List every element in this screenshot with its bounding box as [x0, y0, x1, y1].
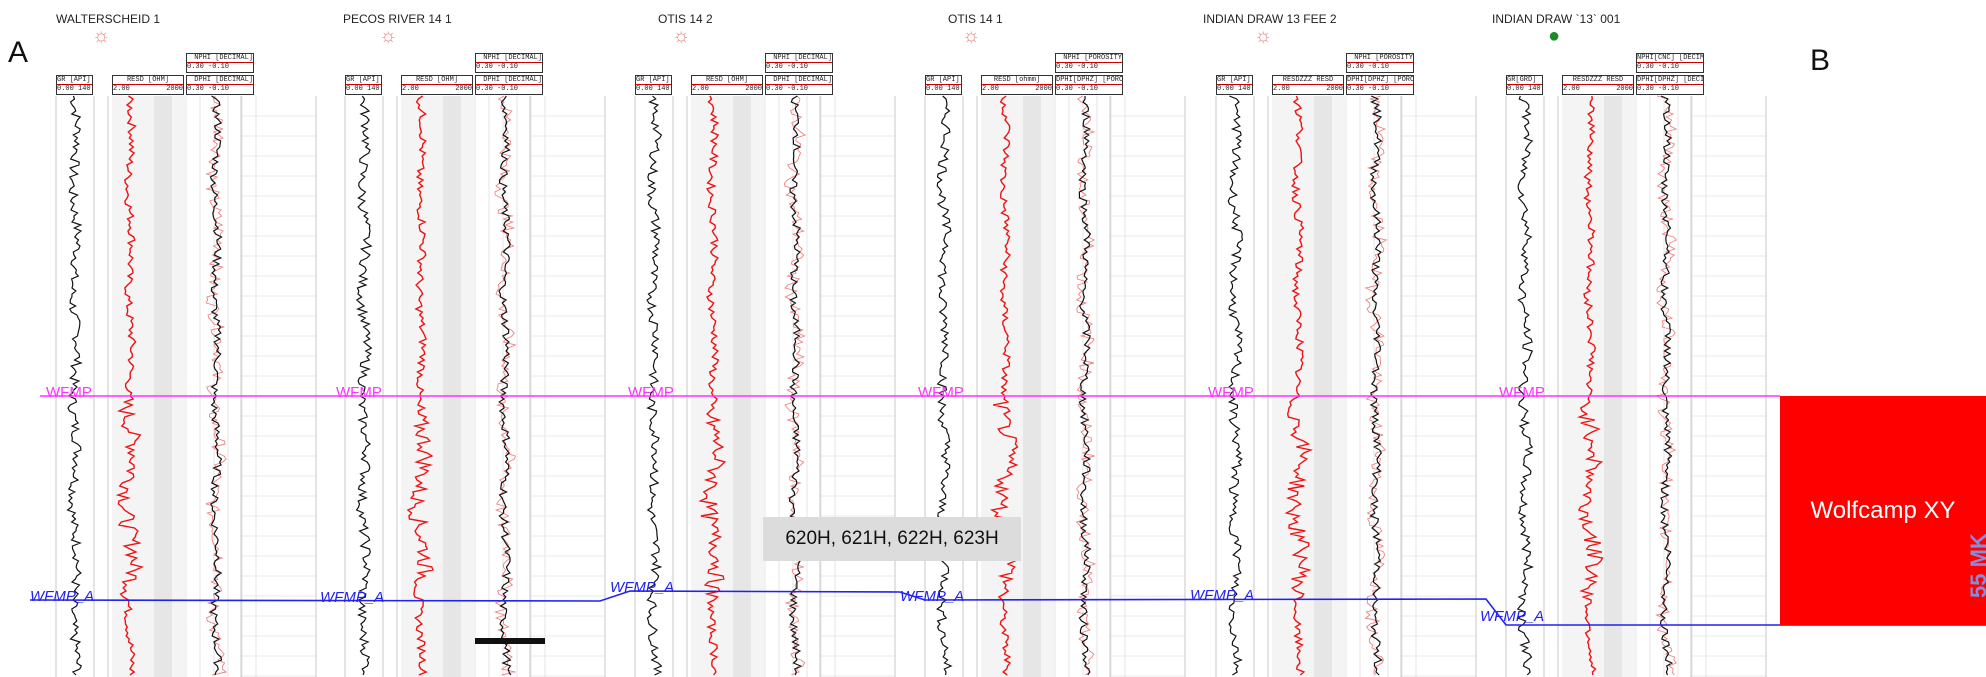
porosity-curve-dark	[1369, 95, 1383, 676]
gr-header: GR [API] 0.00 140	[925, 75, 962, 95]
top-label-wfmp-a: WFMP_A	[610, 579, 675, 596]
gr-header: GR [API] 0.00 140	[56, 75, 93, 95]
res-track-band	[1023, 96, 1041, 677]
porosity-curve-light	[784, 95, 807, 676]
res-track	[401, 96, 474, 677]
watermark: 55 MK	[1966, 533, 1986, 598]
top-label-wfmp-a: WFMP_A	[1190, 587, 1255, 604]
porosity-curve-light	[493, 95, 517, 676]
gr-curve	[936, 95, 953, 676]
porosity-curve-dark	[788, 95, 803, 676]
resistivity-curve	[989, 95, 1019, 676]
res-header: RESD [OHM] 2.00 2000	[112, 75, 184, 95]
sun-icon: ☼	[962, 25, 981, 47]
well-name-1: WALTERSCHEID 1	[56, 12, 161, 26]
gr-curve	[1516, 95, 1535, 676]
top-label-wfmp-a: WFMP_A	[30, 588, 95, 605]
top-label-wfmp-a: WFMP_A	[900, 588, 965, 605]
gr-header: GR [API] 0.00 140	[1216, 75, 1253, 95]
resistivity-curve	[1284, 95, 1313, 676]
log-artifact	[475, 638, 545, 644]
top-label-wfmp: WFMP	[918, 384, 964, 401]
res-track-band	[733, 96, 751, 677]
resistivity-curve	[1576, 95, 1604, 676]
resistivity-curve	[115, 95, 145, 676]
resistivity-curve	[698, 95, 727, 676]
top-label-wfmp: WFMP	[1499, 384, 1545, 401]
wfmp-a-top-line	[29, 590, 1986, 626]
res-track-band	[443, 96, 461, 677]
sun-icon: ☼	[379, 25, 398, 47]
res-track-band	[1314, 96, 1332, 677]
top-label-wfmp: WFMP	[336, 384, 382, 401]
por-bottom-header: DPHI[DPHZ] [PORO 0.30 -0.10	[1346, 75, 1414, 95]
res-track-band	[154, 96, 172, 677]
top-label-wfmp: WFMP	[46, 384, 92, 401]
res-track	[1562, 96, 1635, 677]
well-name-3: OTIS 14 2	[658, 12, 713, 26]
gr-header: GR [API] 0.00 140	[345, 75, 382, 95]
por-top-header: NPHI [DECIMAL] 0.30 -0.10	[186, 53, 254, 73]
por-bottom-header: DPHI[DPHZ] [DECIM 0.30 -0.10	[1636, 75, 1704, 95]
well-name-4: OTIS 14 1	[948, 12, 1003, 26]
porosity-curve-dark	[1078, 95, 1092, 676]
gr-header: GR [API] 0.00 140	[635, 75, 672, 95]
resistivity-curve	[406, 95, 434, 676]
res-header: RESD [OHM] 2.00 2000	[691, 75, 763, 95]
sun-icon: ☼	[672, 25, 691, 47]
por-top-header: NPHI [DECIMAL] 0.30 -0.10	[475, 53, 543, 73]
por-bottom-header: DPHI [DECIMAL] 0.30 -0.10	[475, 75, 543, 95]
section-end-label: B	[1810, 44, 1831, 77]
well-group-tag: 620H, 621H, 622H, 623H	[763, 517, 1021, 561]
gr-curve	[66, 95, 83, 676]
well-name-2: PECOS RIVER 14 1	[343, 12, 452, 26]
porosity-curve-light	[204, 95, 228, 676]
gr-curve	[355, 95, 373, 676]
porosity-curve-dark	[498, 95, 512, 676]
top-label-wfmp: WFMP	[1208, 384, 1254, 401]
porosity-curve-dark	[209, 95, 223, 676]
res-header: RESDZZZ RESD 2.00 2000	[1562, 75, 1634, 95]
res-track-band	[1604, 96, 1622, 677]
gr-curve	[1227, 95, 1244, 676]
res-header: RESD [ohmm] 2.00 2000	[981, 75, 1053, 95]
res-header: RESD [OHM] 2.00 2000	[401, 75, 473, 95]
porosity-curve-light	[1655, 95, 1678, 676]
gr-header: GR[GRD] 0.00 140	[1506, 75, 1543, 95]
top-label-wfmp: WFMP	[628, 384, 674, 401]
well-name-6: INDIAN DRAW `13` 001	[1492, 12, 1621, 26]
well-name-5: INDIAN DRAW 13 FEE 2	[1203, 12, 1337, 26]
section-start-label: A	[8, 36, 29, 69]
zone-box: Wolfcamp XY	[1780, 396, 1986, 625]
res-track	[981, 96, 1054, 677]
sun-icon: ☼	[1254, 25, 1273, 47]
top-label-wfmp-a: WFMP_A	[320, 589, 385, 606]
porosity-curve-dark	[1659, 95, 1674, 676]
por-top-header: NPHI[CNC] [DECIM 0.30 -0.10	[1636, 53, 1704, 73]
por-top-header: NPHI [DECIMAL] 0.30 -0.10	[765, 53, 833, 73]
dot-icon: ●	[1548, 25, 1561, 47]
res-track	[112, 96, 185, 677]
res-header: RESDZZZ RESD 2.00 2000	[1272, 75, 1344, 95]
por-bottom-header: DPHI [DECIMAL] 0.30 -0.10	[186, 75, 254, 95]
zone-label: Wolfcamp XY	[1810, 496, 1956, 524]
res-track	[1272, 96, 1345, 677]
por-bottom-header: DPHI[DPHZ] [PORO 0.30 -0.10	[1055, 75, 1123, 95]
gr-curve	[646, 95, 663, 676]
por-top-header: NPHI [POROSITY 0.30 -0.10	[1346, 53, 1414, 73]
res-track	[691, 96, 764, 677]
porosity-curve-light	[1075, 95, 1097, 676]
por-bottom-header: DPHI [DECIMAL] 0.30 -0.10	[765, 75, 833, 95]
por-top-header: NPHI [POROSITY 0.30 -0.10	[1055, 53, 1123, 73]
top-label-wfmp-a: WFMP_A	[1480, 608, 1545, 625]
sun-icon: ☼	[92, 25, 111, 47]
porosity-curve-light	[1364, 95, 1388, 676]
